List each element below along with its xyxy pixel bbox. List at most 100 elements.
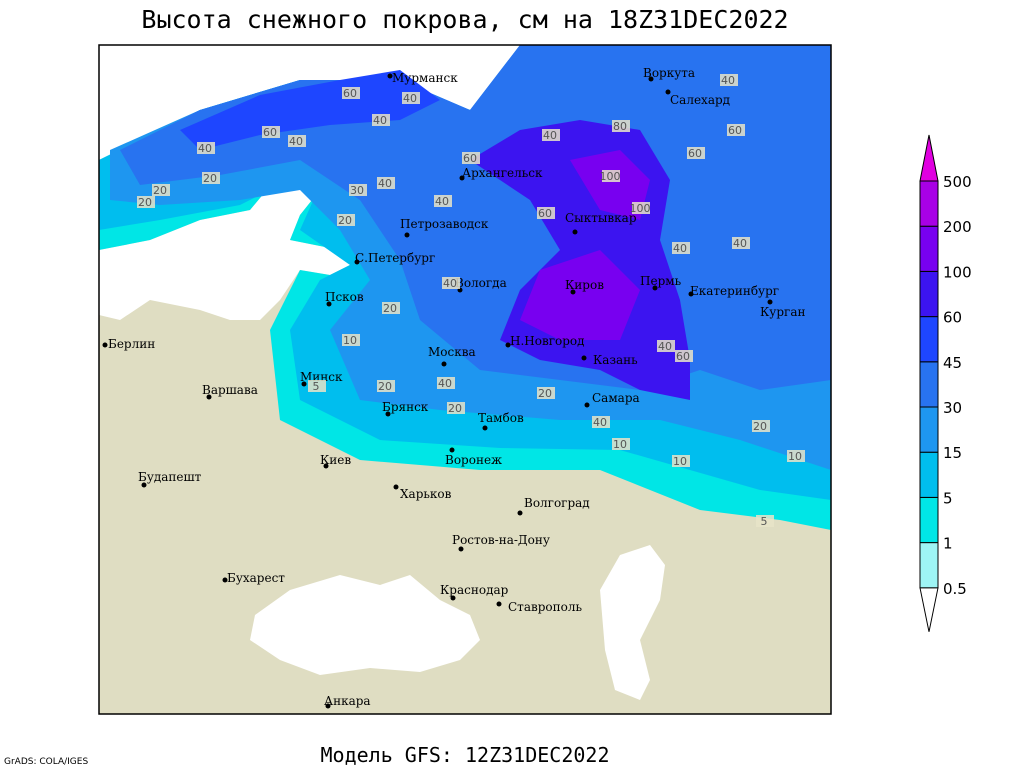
contour-label: 20	[153, 184, 167, 197]
city-dot	[385, 411, 391, 417]
colorbar-segment	[919, 406, 939, 453]
contour-label-bg	[434, 195, 452, 207]
city-label: Киев	[320, 453, 351, 467]
city-dot	[584, 402, 590, 408]
city-label: Казань	[593, 353, 638, 367]
contour-label: 60	[728, 124, 742, 137]
city-label: Тамбов	[478, 411, 524, 425]
contour-label-bg	[337, 214, 355, 226]
contour-label: 40	[593, 416, 607, 429]
city-label: Будапешт	[138, 470, 202, 484]
city-label: Петрозаводск	[400, 217, 489, 231]
colorbar-label: 100	[943, 263, 972, 281]
contour-label-bg	[592, 416, 610, 428]
contour-label-bg	[377, 380, 395, 392]
contour-label-bg	[152, 184, 170, 196]
colorbar-segment	[919, 496, 939, 544]
snow-zone-7	[520, 150, 650, 340]
contour-label: 40	[733, 237, 747, 250]
contour-label: 20	[338, 214, 352, 227]
city-dot	[326, 301, 332, 307]
contour-label: 80	[613, 120, 627, 133]
contour-label-bg	[602, 170, 620, 182]
contour-label-bg	[756, 515, 774, 527]
colorbar-segment	[919, 225, 939, 272]
contour-label: 10	[788, 450, 802, 463]
contour-label: 20	[448, 402, 462, 415]
contour-label: 60	[538, 207, 552, 220]
map-labels: Мурманск Воркута Салехард Архангельск Петроз…	[102, 66, 805, 709]
city-dot	[323, 463, 329, 469]
contour-label: 100	[630, 202, 651, 215]
colorbar-segment	[919, 316, 939, 363]
contour-label-bg	[137, 196, 155, 208]
contour-label: 60	[676, 350, 690, 363]
contour-label-bg	[372, 114, 390, 126]
contour-label-bg	[377, 177, 395, 189]
city-label: Псков	[325, 290, 364, 304]
city-dot	[206, 394, 212, 400]
contour-label: 20	[383, 302, 397, 315]
city-dot	[648, 76, 654, 82]
contour-label: 40	[373, 114, 387, 127]
black-sea	[250, 575, 480, 675]
city-label: Самара	[592, 391, 640, 405]
colorbar-label: 30	[943, 399, 962, 417]
contour-label: 40	[721, 74, 735, 87]
colorbar-label: 200	[943, 218, 972, 236]
city-dot	[325, 703, 331, 709]
city-label: Салехард	[670, 93, 730, 107]
city-dot	[102, 342, 108, 348]
colorbar-segment	[919, 542, 939, 589]
city-dot	[449, 447, 455, 453]
contour-label-bg	[672, 242, 690, 254]
city-label: Воронеж	[445, 453, 502, 467]
contour-label-bg	[537, 207, 555, 219]
snow-zone-5	[180, 70, 440, 150]
contour-label-bg	[349, 184, 367, 196]
city-label: Вологда	[455, 276, 507, 290]
map: Мурманск Воркута Салехард Архангельск Петроз…	[98, 44, 832, 715]
city-label: Мурманск	[392, 71, 458, 85]
city-label: С.Петербург	[355, 251, 435, 265]
contour-label: 10	[343, 334, 357, 347]
contour-label: 40	[543, 129, 557, 142]
colorbar-segment	[919, 180, 939, 227]
colorbar-cap-low	[919, 587, 939, 632]
contour-label-bg	[727, 124, 745, 136]
contour-label-bg	[382, 302, 400, 314]
colorbar-label: 500	[943, 173, 972, 191]
contour-label: 60	[688, 147, 702, 160]
colorbar-label: 15	[943, 444, 962, 462]
contour-label-bg	[462, 152, 480, 164]
contour-label-bg	[342, 334, 360, 346]
footer: Модель GFS: 12Z31DEC2022	[321, 743, 610, 767]
contour-label: 5	[313, 380, 320, 393]
contour-label-bg	[675, 350, 693, 362]
city-dot	[459, 175, 465, 181]
contour-label-bg	[787, 450, 805, 462]
city-dot	[441, 361, 447, 367]
city-dot	[393, 484, 399, 490]
city-label: Екатеринбург	[690, 284, 779, 298]
city-label: Варшава	[202, 383, 258, 397]
city-label: Сыктывкар	[565, 211, 637, 225]
credit: GrADS: COLA/IGES	[4, 757, 88, 767]
arctic-sea	[99, 45, 520, 160]
contour-label-bg	[720, 74, 738, 86]
contour-label-bg	[732, 237, 750, 249]
contour-label-bg	[202, 172, 220, 184]
colorbar-label: 45	[943, 354, 962, 372]
city-dot	[572, 229, 578, 235]
contour-label-bg	[752, 420, 770, 432]
contour-label-bg	[542, 129, 560, 141]
city-dot	[354, 259, 360, 265]
city-dot	[652, 285, 658, 291]
contour-label: 40	[435, 195, 449, 208]
contour-label-bg	[308, 380, 326, 392]
city-label: Ростов-на-Дону	[452, 533, 550, 547]
contour-label: 5	[761, 515, 768, 528]
caspian-sea	[600, 545, 665, 700]
colorbar-segment	[919, 451, 939, 498]
